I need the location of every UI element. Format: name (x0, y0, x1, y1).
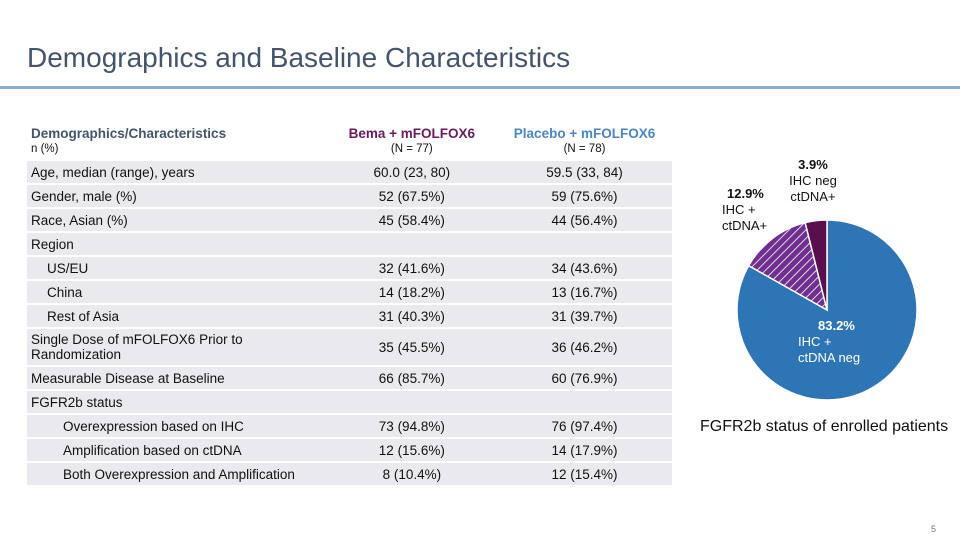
cell-label: US/EU (27, 256, 327, 281)
pie-slice (747, 221, 829, 312)
table-row: FGFR2b status (27, 390, 672, 415)
slice-value-label: 12.9% (727, 186, 764, 201)
column-name: Demographics/Characteristics (31, 126, 227, 141)
cell-label: Age, median (range), years (27, 161, 327, 185)
column-header: Placebo + mFOLFOX6 (N = 78) (497, 124, 672, 161)
slice-label: 3.9% IHC neg ctDNA+ (783, 157, 843, 205)
column-sub: n (%) (31, 143, 59, 155)
table-row: Age, median (range), years 60.0 (23, 80) 5… (27, 161, 672, 185)
cell-label: FGFR2b status (27, 390, 672, 415)
cell-value: 60.0 (23, 80) (326, 161, 498, 185)
cell-value: 60 (76.9%) (497, 366, 672, 391)
cell-label: China (27, 280, 327, 305)
cell-value: 35 (45.5%) (326, 328, 498, 367)
slide-title: Demographics and Baseline Characteristic… (27, 42, 571, 73)
table-row: Rest of Asia 31 (40.3%) 31 (39.7%) (27, 304, 672, 329)
table-row: Region (27, 232, 672, 257)
cell-value: 31 (40.3%) (326, 304, 498, 329)
column-name: Placebo + mFOLFOX6 (513, 126, 656, 141)
cell-value: 31 (39.7%) (497, 304, 672, 329)
column-header: Demographics/Characteristics n (%) (27, 124, 327, 161)
slice-category: IHC + ctDNA+ (722, 202, 768, 233)
slice-label: 12.9% IHC + ctDNA+ (722, 186, 772, 234)
cell-value: 34 (43.6%) (497, 256, 672, 281)
slice-label: 83.2% IHC + ctDNA neg (798, 318, 870, 366)
table-row: US/EU 32 (41.6%) 34 (43.6%) (27, 256, 672, 281)
slice-value-label: 83.2% (818, 318, 855, 333)
cell-value: 45 (58.4%) (326, 208, 498, 233)
cell-value: 66 (85.7%) (326, 366, 498, 391)
column-sub: (N = 78) (563, 143, 606, 155)
column-sub: (N = 77) (390, 143, 433, 155)
cell-label: Gender, male (%) (27, 184, 327, 209)
cell-value: 73 (94.8%) (326, 414, 498, 439)
slice-category: IHC + ctDNA neg (798, 334, 861, 365)
cell-value: 32 (41.6%) (326, 256, 498, 281)
cell-value: 52 (67.5%) (326, 184, 498, 209)
table-row: Race, Asian (%) 45 (58.4%) 44 (56.4%) (27, 208, 672, 233)
cell-value: 76 (97.4%) (497, 414, 672, 439)
table-row: Gender, male (%) 52 (67.5%) 59 (75.6%) (27, 184, 672, 209)
cell-label: Measurable Disease at Baseline (27, 366, 327, 391)
table-row: Amplification based on ctDNA 12 (15.6%) 14… (27, 438, 672, 463)
chart-title: FGFR2b status of enrolled patients (700, 418, 949, 435)
column-name: Bema + mFOLFOX6 (348, 126, 476, 141)
table-row: Both Overexpression and Amplification 8 (… (27, 462, 672, 487)
cell-label: Rest of Asia (27, 304, 327, 329)
table-row: China 14 (18.2%) 13 (16.7%) (27, 280, 672, 305)
table-row: Single Dose of mFOLFOX6 Prior to Randomi… (27, 328, 672, 367)
cell-value: 59 (75.6%) (497, 184, 672, 209)
cell-value: 12 (15.4%) (497, 462, 672, 487)
cell-value: 36 (46.2%) (497, 328, 672, 367)
pie-slice (804, 219, 828, 311)
cell-label: Overexpression based on IHC (27, 414, 327, 439)
cell-label: Single Dose of mFOLFOX6 Prior to Randomi… (27, 328, 327, 367)
cell-label: Both Overexpression and Amplification (27, 462, 327, 487)
cell-value: 14 (17.9%) (497, 438, 672, 463)
cell-label: Region (27, 232, 672, 257)
page-number: 5 (930, 524, 936, 534)
slice-category: IHC neg ctDNA+ (789, 173, 837, 204)
slice-value-label: 3.9% (798, 157, 828, 172)
table-row: Measurable Disease at Baseline 66 (85.7%)… (27, 366, 672, 391)
cell-value: 13 (16.7%) (497, 280, 672, 305)
cell-label: Race, Asian (%) (27, 208, 327, 233)
cell-value: 8 (10.4%) (326, 462, 498, 487)
title-rule (0, 86, 960, 89)
cell-value: 59.5 (33, 84) (497, 161, 672, 185)
cell-value: 44 (56.4%) (497, 208, 672, 233)
cell-value: 14 (18.2%) (326, 280, 498, 305)
cell-value: 12 (15.6%) (326, 438, 498, 463)
table: Demographics/Characteristics n (%) Bema + … (27, 124, 672, 487)
table-row: Overexpression based on IHC 73 (94.8%) 76 … (27, 414, 672, 439)
cell-label: Amplification based on ctDNA (27, 438, 327, 463)
column-header: Bema + mFOLFOX6 (N = 77) (327, 124, 497, 161)
